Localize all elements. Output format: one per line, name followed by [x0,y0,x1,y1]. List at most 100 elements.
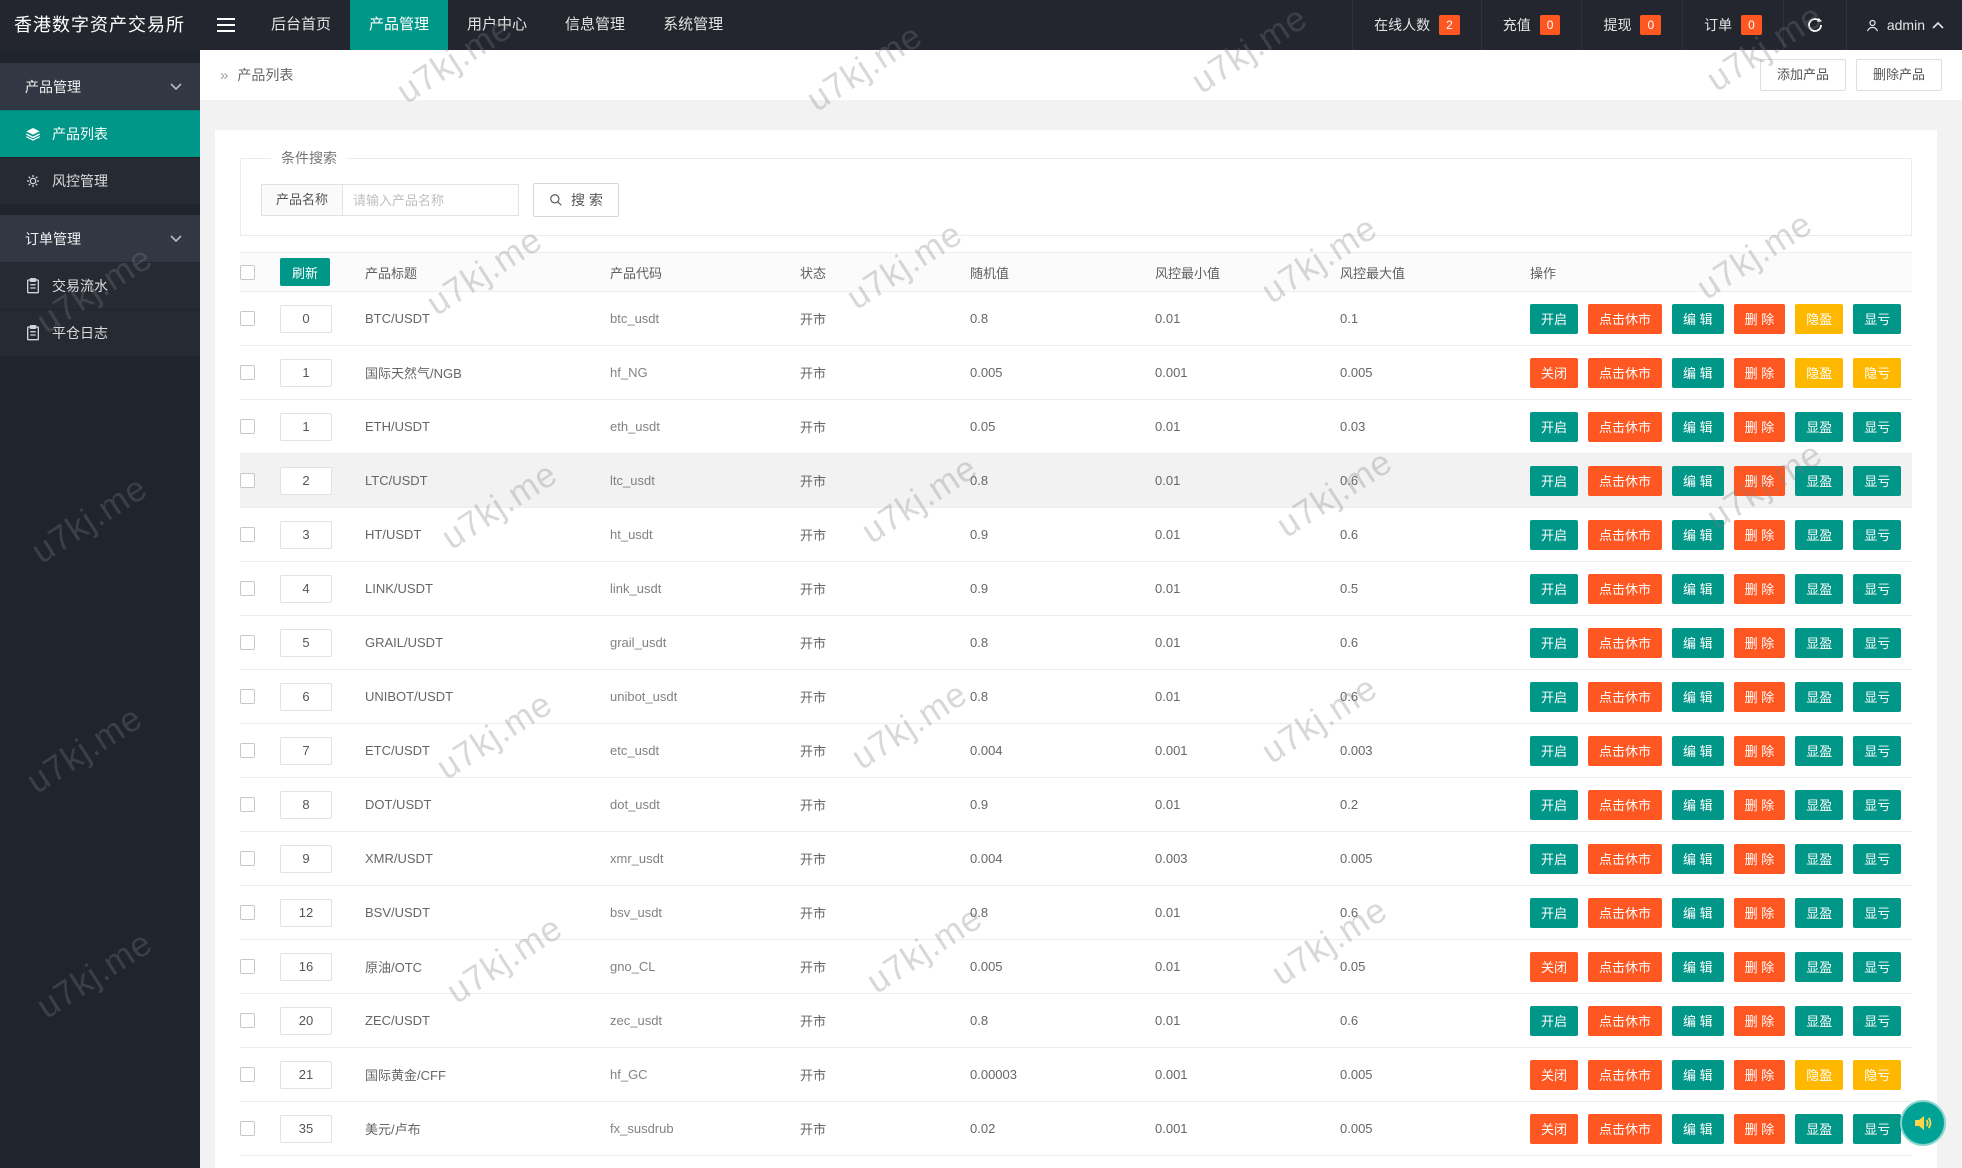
row-checkbox[interactable] [240,743,255,758]
nav-item-info[interactable]: 信息管理 [565,16,626,33]
market-pause-button[interactable]: 点击休市 [1588,1005,1663,1036]
market-pause-button[interactable]: 点击休市 [1588,465,1663,496]
profit-visibility-button[interactable]: 隐盈 [1795,1059,1844,1090]
sort-order-input[interactable] [280,412,332,441]
menu-toggle-button[interactable] [200,0,252,50]
stat-withdraw[interactable]: 提现 0 [1581,0,1682,50]
edit-button[interactable]: 编 辑 [1672,843,1724,874]
row-checkbox[interactable] [240,419,255,434]
nav-item-home[interactable]: 后台首页 [271,16,332,33]
row-checkbox[interactable] [240,797,255,812]
loss-visibility-button[interactable]: 显亏 [1853,843,1902,874]
row-checkbox[interactable] [240,1013,255,1028]
profit-visibility-button[interactable]: 显盈 [1795,681,1844,712]
sort-order-input[interactable] [280,1060,332,1089]
stat-orders[interactable]: 订单 0 [1682,0,1783,50]
search-button[interactable]: 搜 索 [533,183,619,217]
delete-button[interactable]: 删 除 [1733,411,1786,442]
row-checkbox[interactable] [240,689,255,704]
toggle-open-close-button[interactable]: 开启 [1530,465,1579,496]
row-checkbox[interactable] [240,1121,255,1136]
sort-order-input[interactable] [280,898,332,927]
toggle-open-close-button[interactable]: 关闭 [1530,951,1579,982]
nav-item-system[interactable]: 系统管理 [663,16,724,33]
profit-visibility-button[interactable]: 显盈 [1795,465,1844,496]
row-checkbox[interactable] [240,581,255,596]
sort-order-input[interactable] [280,844,332,873]
sort-order-input[interactable] [280,1114,332,1143]
row-checkbox[interactable] [240,1067,255,1082]
sidebar-group-header-product[interactable]: 产品管理 [0,63,200,110]
sort-order-input[interactable] [280,790,332,819]
toggle-open-close-button[interactable]: 开启 [1530,411,1579,442]
profit-visibility-button[interactable]: 显盈 [1795,789,1844,820]
market-pause-button[interactable]: 点击休市 [1588,411,1663,442]
profit-visibility-button[interactable]: 显盈 [1795,951,1844,982]
loss-visibility-button[interactable]: 显亏 [1853,1005,1902,1036]
profit-visibility-button[interactable]: 隐盈 [1795,303,1844,334]
header-checkbox[interactable] [240,264,255,280]
market-pause-button[interactable]: 点击休市 [1588,573,1663,604]
loss-visibility-button[interactable]: 显亏 [1853,789,1902,820]
sort-order-input[interactable] [280,736,332,765]
sort-order-input[interactable] [280,1006,332,1035]
delete-button[interactable]: 删 除 [1733,897,1786,928]
toggle-open-close-button[interactable]: 开启 [1530,843,1579,874]
edit-button[interactable]: 编 辑 [1672,1005,1724,1036]
profit-visibility-button[interactable]: 显盈 [1795,627,1844,658]
profit-visibility-button[interactable]: 显盈 [1795,519,1844,550]
refresh-button[interactable] [1782,0,1846,50]
delete-button[interactable]: 删 除 [1733,681,1786,712]
sort-order-input[interactable] [280,682,332,711]
loss-visibility-button[interactable]: 显亏 [1853,303,1902,334]
sidebar-item-transaction-flow[interactable]: 交易流水 [0,262,200,309]
row-checkbox[interactable] [240,473,255,488]
row-checkbox[interactable] [240,311,255,326]
sort-order-input[interactable] [280,466,332,495]
market-pause-button[interactable]: 点击休市 [1588,897,1663,928]
row-checkbox[interactable] [240,905,255,920]
edit-button[interactable]: 编 辑 [1672,735,1724,766]
market-pause-button[interactable]: 点击休市 [1588,951,1663,982]
market-pause-button[interactable]: 点击休市 [1588,1059,1663,1090]
delete-button[interactable]: 删 除 [1733,951,1786,982]
delete-button[interactable]: 删 除 [1733,519,1786,550]
market-pause-button[interactable]: 点击休市 [1588,681,1663,712]
product-name-input[interactable] [343,184,520,216]
profit-visibility-button[interactable]: 显盈 [1795,897,1844,928]
loss-visibility-button[interactable]: 显亏 [1853,951,1902,982]
delete-button[interactable]: 删 除 [1733,789,1786,820]
toggle-open-close-button[interactable]: 开启 [1530,573,1579,604]
loss-visibility-button[interactable]: 显亏 [1853,573,1902,604]
edit-button[interactable]: 编 辑 [1672,681,1724,712]
user-menu[interactable]: admin [1845,0,1962,50]
sidebar-item-product-list[interactable]: 产品列表 [0,110,200,157]
row-checkbox[interactable] [240,851,255,866]
edit-button[interactable]: 编 辑 [1672,1113,1724,1144]
sort-order-input[interactable] [280,304,332,333]
row-checkbox[interactable] [240,365,255,380]
nav-item-products[interactable]: 产品管理 [350,0,449,50]
toggle-open-close-button[interactable]: 开启 [1530,303,1579,334]
stat-online-users[interactable]: 在线人数 2 [1352,0,1481,50]
toggle-open-close-button[interactable]: 开启 [1530,1005,1579,1036]
profit-visibility-button[interactable]: 显盈 [1795,411,1844,442]
delete-button[interactable]: 删 除 [1733,1059,1786,1090]
add-product-button[interactable]: 添加产品 [1759,59,1846,91]
profit-visibility-button[interactable]: 显盈 [1795,573,1844,604]
delete-button[interactable]: 删 除 [1733,465,1786,496]
market-pause-button[interactable]: 点击休市 [1588,519,1663,550]
edit-button[interactable]: 编 辑 [1672,465,1724,496]
row-checkbox[interactable] [240,635,255,650]
edit-button[interactable]: 编 辑 [1672,789,1724,820]
refresh-table-button[interactable]: 刷新 [280,258,331,286]
edit-button[interactable]: 编 辑 [1672,897,1724,928]
sidebar-group-header-order[interactable]: 订单管理 [0,215,200,262]
edit-button[interactable]: 编 辑 [1672,411,1724,442]
nav-item-users[interactable]: 用户中心 [467,16,528,33]
edit-button[interactable]: 编 辑 [1672,627,1724,658]
market-pause-button[interactable]: 点击休市 [1588,627,1663,658]
toggle-open-close-button[interactable]: 关闭 [1530,1059,1579,1090]
delete-button[interactable]: 删 除 [1733,357,1786,388]
profit-visibility-button[interactable]: 隐盈 [1795,357,1844,388]
